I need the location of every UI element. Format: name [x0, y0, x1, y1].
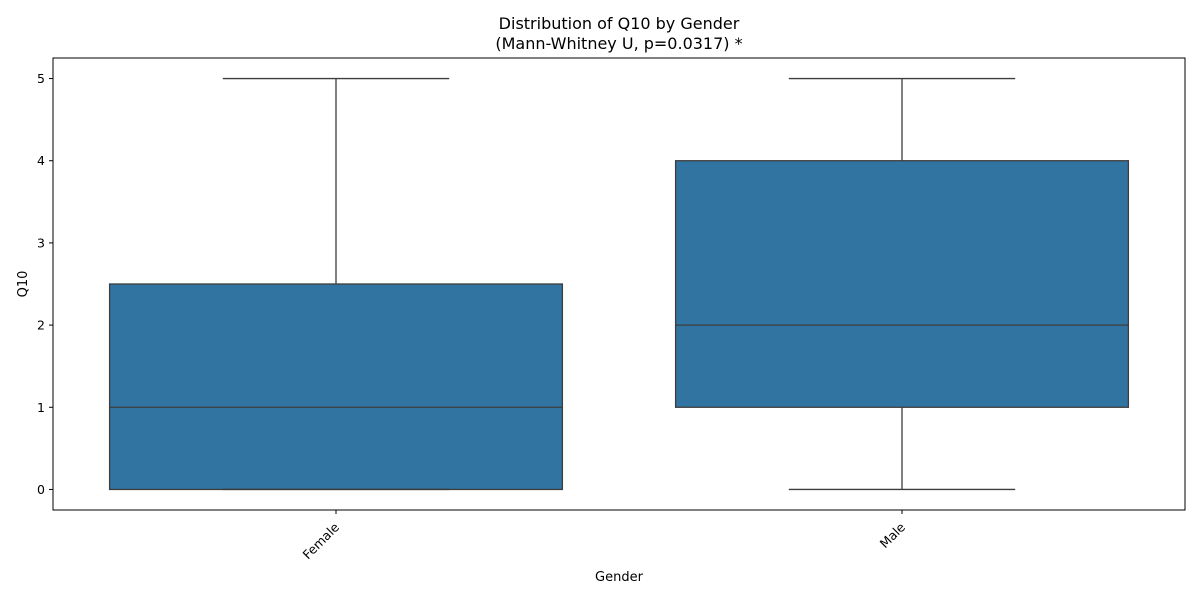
plot-area	[108, 77, 1130, 491]
chart-title-line-1: Distribution of Q10 by Gender	[499, 14, 740, 33]
x-tick-label-male: Male	[877, 519, 909, 551]
y-tick-label: 1	[37, 400, 45, 415]
chart-title: Distribution of Q10 by Gender (Mann-Whit…	[495, 14, 742, 53]
y-tick-label: 3	[37, 235, 45, 250]
x-axis-label: Gender	[595, 570, 644, 585]
y-tick-label: 0	[37, 482, 45, 497]
y-axis-ticks: 0 1 2 3 4 5	[37, 71, 53, 497]
box-iqr-female	[108, 283, 564, 491]
box-group-female	[108, 77, 564, 491]
x-axis-ticks: Female Male	[300, 510, 909, 562]
chart-title-line-2: (Mann-Whitney U, p=0.0317) *	[495, 34, 742, 53]
x-tick-label-female: Female	[300, 519, 343, 562]
y-axis-label: Q10	[16, 271, 31, 298]
y-tick-label: 5	[37, 71, 45, 86]
axes-frame	[52, 57, 1186, 511]
box-iqr-male	[674, 160, 1130, 408]
y-tick-label: 2	[37, 318, 45, 333]
y-tick-label: 4	[37, 153, 45, 168]
box-group-male	[674, 77, 1130, 491]
